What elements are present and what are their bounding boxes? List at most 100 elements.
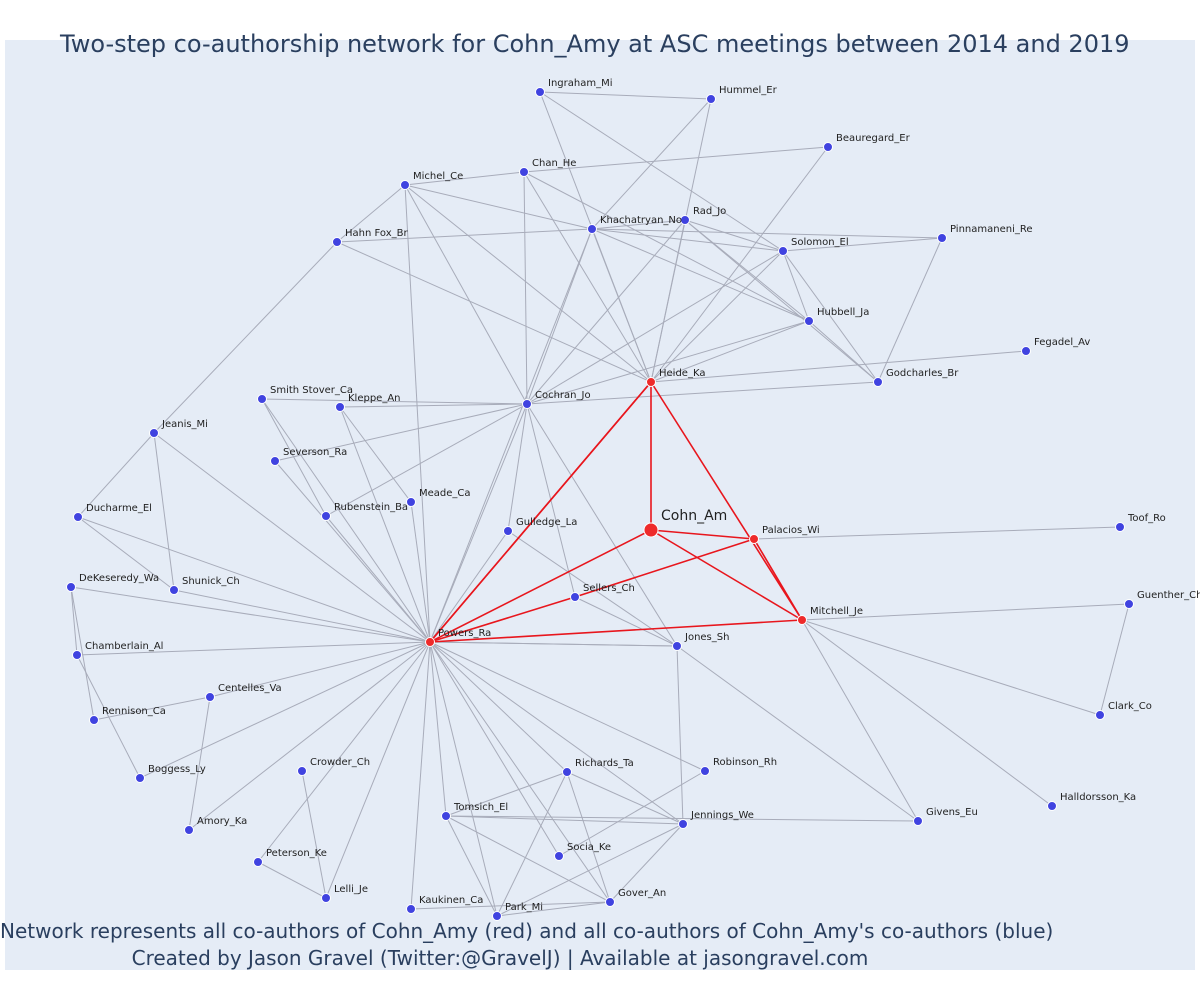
node-Michel_Ce[interactable] <box>400 180 410 190</box>
node-label-Ingraham_Mi: Ingraham_Mi <box>548 78 613 89</box>
node-label-Hahn Fox_Br: Hahn Fox_Br <box>345 228 408 239</box>
node-Heide_Ka[interactable] <box>646 377 656 387</box>
node-label-DeKeseredy_Wa: DeKeseredy_Wa <box>79 573 159 584</box>
edge-Cochran_Jo-Gulledge_La <box>507 403 528 532</box>
node-Rennison_Ca[interactable] <box>89 715 99 725</box>
node-Smith Stover_Ca[interactable] <box>257 394 267 404</box>
node-Socia_Ke[interactable] <box>554 851 564 861</box>
node-Khachatryan_No[interactable] <box>587 224 597 234</box>
node-Cochran_Jo[interactable] <box>522 399 532 409</box>
node-Jeanis_Mi[interactable] <box>149 428 159 438</box>
node-Amory_Ka[interactable] <box>184 825 194 835</box>
node-Ducharme_El[interactable] <box>73 512 83 522</box>
edge-Solomon_El-Heide_Ka <box>650 250 784 383</box>
node-Clark_Co[interactable] <box>1095 710 1105 720</box>
node-label-Guenther_Ch: Guenther_Ch <box>1137 590 1200 601</box>
node-Peterson_Ke[interactable] <box>253 857 263 867</box>
node-Chamberlain_Al[interactable] <box>72 650 82 660</box>
edge-Smith Stover_Ca-Powers_Ra <box>261 398 431 643</box>
edge-Heide_Ka-Mitchell_Je <box>650 381 803 621</box>
edge-Cohn_Am-Powers_Ra <box>429 529 652 643</box>
node-DeKeseredy_Wa[interactable] <box>66 582 76 592</box>
node-label-Shunick_Ch: Shunick_Ch <box>182 576 240 587</box>
edge-Jennings_We-Gover_An <box>609 823 684 903</box>
edge-Palacios_Wi-Mitchell_Je <box>753 538 803 621</box>
edge-Sellers_Ch-Jones_Sh <box>574 596 678 647</box>
edge-DeKeseredy_Wa-Powers_Ra <box>70 586 431 643</box>
edge-Powers_Ra-Robinson_Rh <box>429 641 706 772</box>
node-Rad_Jo[interactable] <box>680 215 690 225</box>
node-Givens_Eu[interactable] <box>913 816 923 826</box>
node-Sellers_Ch[interactable] <box>570 592 580 602</box>
edge-Peterson_Ke-Lelli_Je <box>257 861 327 899</box>
edge-Cochran_Jo-Kleppe_An <box>339 403 528 408</box>
edge-Richards_Ta-Park_Mi <box>496 771 568 917</box>
edge-Mitchell_Je-Givens_Eu <box>801 619 919 822</box>
node-Hubbell_Ja[interactable] <box>804 316 814 326</box>
node-label-Kaukinen_Ca: Kaukinen_Ca <box>419 895 483 906</box>
node-Kleppe_An[interactable] <box>335 402 345 412</box>
node-Solomon_El[interactable] <box>778 246 788 256</box>
node-Richards_Ta[interactable] <box>562 767 572 777</box>
edge-Mitchell_Je-Guenther_Ch <box>801 603 1130 621</box>
node-Mitchell_Je[interactable] <box>797 615 807 625</box>
node-Gover_An[interactable] <box>605 897 615 907</box>
node-Kaukinen_Ca[interactable] <box>406 904 416 914</box>
node-Palacios_Wi[interactable] <box>749 534 759 544</box>
edge-Khachatryan_No-Solomon_El <box>591 228 784 252</box>
edge-Khachatryan_No-Rad_Jo <box>591 219 686 230</box>
node-Fegadel_Av[interactable] <box>1021 346 1031 356</box>
edge-Palacios_Wi-Toof_Ro <box>753 526 1121 540</box>
edge-Tomsich_El-Powers_Ra <box>429 641 447 817</box>
edge-Rad_Jo-Heide_Ka <box>650 219 686 383</box>
node-Powers_Ra[interactable] <box>425 637 435 647</box>
node-Godcharles_Br[interactable] <box>873 377 883 387</box>
node-label-Amory_Ka: Amory_Ka <box>197 816 247 827</box>
edge-Kleppe_An-Powers_Ra <box>339 406 431 643</box>
edge-Rad_Jo-Solomon_El <box>684 219 784 252</box>
node-label-Sellers_Ch: Sellers_Ch <box>583 583 635 594</box>
node-Lelli_Je[interactable] <box>321 893 331 903</box>
node-Boggess_Ly[interactable] <box>135 773 145 783</box>
node-Halldorsson_Ka[interactable] <box>1047 801 1057 811</box>
node-Jennings_We[interactable] <box>678 819 688 829</box>
edge-Cochran_Jo-Severson_Ra <box>274 403 528 462</box>
node-Rubenstein_Ba[interactable] <box>321 511 331 521</box>
edge-Hubbell_Ja-Heide_Ka <box>650 320 810 383</box>
chart-title: Two-step co-authorship network for Cohn_… <box>60 30 1130 58</box>
edge-Tomsich_El-Givens_Eu <box>445 815 919 822</box>
nodes-layer <box>66 87 1134 921</box>
edge-Shunick_Ch-Powers_Ra <box>173 589 431 643</box>
edge-Richards_Ta-Gover_An <box>566 771 611 903</box>
node-Guenther_Ch[interactable] <box>1124 599 1134 609</box>
node-Ingraham_Mi[interactable] <box>535 87 545 97</box>
node-Robinson_Rh[interactable] <box>700 766 710 776</box>
node-Meade_Ca[interactable] <box>406 497 416 507</box>
node-label-Boggess_Ly: Boggess_Ly <box>148 764 206 775</box>
node-Toof_Ro[interactable] <box>1115 522 1125 532</box>
edge-Godcharles_Br-Cochran_Jo <box>526 381 879 405</box>
edge-Cochran_Jo-Jones_Sh <box>526 403 678 647</box>
node-Chan_He[interactable] <box>519 167 529 177</box>
node-Pinnamaneni_Re[interactable] <box>937 233 947 243</box>
node-Park_Mi[interactable] <box>492 911 502 921</box>
node-Shunick_Ch[interactable] <box>169 585 179 595</box>
node-Centelles_Va[interactable] <box>205 692 215 702</box>
node-Severson_Ra[interactable] <box>270 456 280 466</box>
edge-Beauregard_Er-Chan_He <box>523 146 829 173</box>
node-label-Gulledge_La: Gulledge_La <box>516 517 577 528</box>
node-Hahn Fox_Br[interactable] <box>332 237 342 247</box>
node-Crowder_Ch[interactable] <box>297 766 307 776</box>
node-Hummel_Er[interactable] <box>706 94 716 104</box>
node-Cohn_Am[interactable] <box>643 522 659 538</box>
node-label-Givens_Eu: Givens_Eu <box>926 807 978 818</box>
node-Tomsich_El[interactable] <box>441 811 451 821</box>
node-label-Rubenstein_Ba: Rubenstein_Ba <box>334 502 408 513</box>
node-Jones_Sh[interactable] <box>672 641 682 651</box>
node-Gulledge_La[interactable] <box>503 526 513 536</box>
edge-Chamberlain_Al-Boggess_Ly <box>76 654 141 779</box>
edge-Smith Stover_Ca-Rubenstein_Ba <box>261 398 327 517</box>
node-Beauregard_Er[interactable] <box>823 142 833 152</box>
labels-layer: Cohn_Am Heide_Ka Powers_Ra Palacios_Wi Mitch… <box>79 78 1200 913</box>
edge-Jones_Sh-Givens_Eu <box>676 645 919 822</box>
